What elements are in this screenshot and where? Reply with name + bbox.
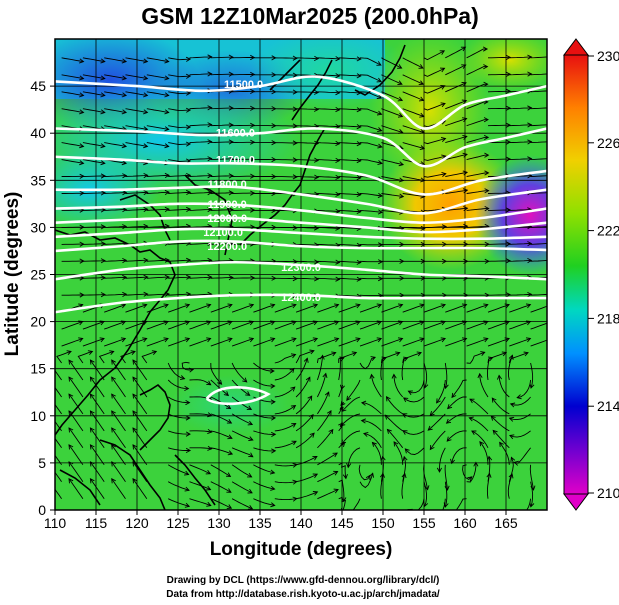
x-tick-label: 165 xyxy=(494,515,518,531)
colorbar-tick-label: 214 xyxy=(597,398,619,414)
y-tick-label: 10 xyxy=(30,408,46,424)
colorbar-max-arrow xyxy=(563,38,589,56)
x-tick-label: 115 xyxy=(85,515,108,531)
colorbar-tick-label: 222 xyxy=(597,223,619,239)
contour-line xyxy=(55,239,547,253)
contour-line xyxy=(55,260,547,281)
credit-drawing: Drawing by DCL (https://www.gfd-dennou.o… xyxy=(167,575,440,586)
contour-label: 12100.0 xyxy=(203,227,243,239)
contour-line xyxy=(55,202,547,224)
y-tick-label: 40 xyxy=(30,125,46,141)
colorbar-ticks: 230 226 222 218 214 210 xyxy=(588,48,619,501)
x-tick-label: 135 xyxy=(248,515,272,531)
contour-label: 12200.0 xyxy=(207,241,247,253)
x-tick-label: 145 xyxy=(330,515,354,531)
colorbar-tick-label: 218 xyxy=(597,310,619,326)
x-tick-label: 160 xyxy=(453,515,477,531)
contour-label: 12300.0 xyxy=(281,262,321,274)
contour-label: 12000.0 xyxy=(207,213,247,225)
x-tick-label: 110 xyxy=(44,515,67,531)
y-tick-label: 15 xyxy=(30,361,46,377)
contour-line xyxy=(55,293,547,314)
y-tick-label: 35 xyxy=(30,172,46,188)
colorbar-min-arrow xyxy=(563,493,589,511)
x-axis-ticks: 110 115 120 125 130 135 140 145 150 155 160 165 xyxy=(44,510,518,531)
chart-title: GSM 12Z10Mar2025 (200.0hPa) xyxy=(141,3,479,29)
contour-line-closed xyxy=(205,386,271,406)
y-tick-label: 20 xyxy=(30,314,46,330)
x-tick-label: 150 xyxy=(371,515,395,531)
contour-line xyxy=(55,185,547,215)
x-tick-label: 125 xyxy=(166,515,190,531)
contour-line xyxy=(55,127,547,168)
colorbar-tick-label: 210 xyxy=(597,485,619,501)
contour-line xyxy=(55,227,547,241)
y-tick-label: 45 xyxy=(30,78,46,94)
credit-data: Data from http://database.rish.kyoto-u.a… xyxy=(166,589,440,600)
plot-area: 11500.0 11600.0 11700.0 11800.0 11900.0 12000… xyxy=(55,39,547,510)
contour-line xyxy=(55,155,547,196)
x-tick-label: 140 xyxy=(289,515,313,531)
y-tick-label: 30 xyxy=(30,219,46,235)
contour-label: 11900.0 xyxy=(208,199,247,211)
colorbar-scale xyxy=(563,54,589,495)
y-axis-label: Latitude (degrees) xyxy=(2,192,23,357)
contour-line xyxy=(55,75,547,130)
height-contours: 11500.0 11600.0 11700.0 11800.0 11900.0 12000… xyxy=(55,75,547,406)
y-axis-ticks: 0 5 10 15 20 25 30 35 40 45 xyxy=(30,78,55,518)
contour-label: 11600.0 xyxy=(216,127,255,139)
contour-label: 11700.0 xyxy=(216,155,255,167)
colorbar-tick-label: 230 xyxy=(597,48,619,64)
x-tick-label: 155 xyxy=(412,515,436,531)
y-tick-label: 25 xyxy=(30,267,46,283)
contour-label: 11800.0 xyxy=(208,179,247,191)
y-tick-label: 5 xyxy=(38,455,46,471)
streamline-arrowheads xyxy=(66,46,536,510)
colorbar: 230 226 222 218 214 210 xyxy=(563,38,619,511)
contour-line xyxy=(55,216,547,234)
x-tick-label: 120 xyxy=(125,515,149,531)
contour-label: 12400.0 xyxy=(281,292,321,304)
x-axis-label: Longitude (degrees) xyxy=(210,539,393,560)
colorbar-tick-label: 226 xyxy=(597,135,619,151)
y-tick-label: 0 xyxy=(38,502,46,518)
x-tick-label: 130 xyxy=(207,515,231,531)
contour-label: 11500.0 xyxy=(224,79,263,91)
